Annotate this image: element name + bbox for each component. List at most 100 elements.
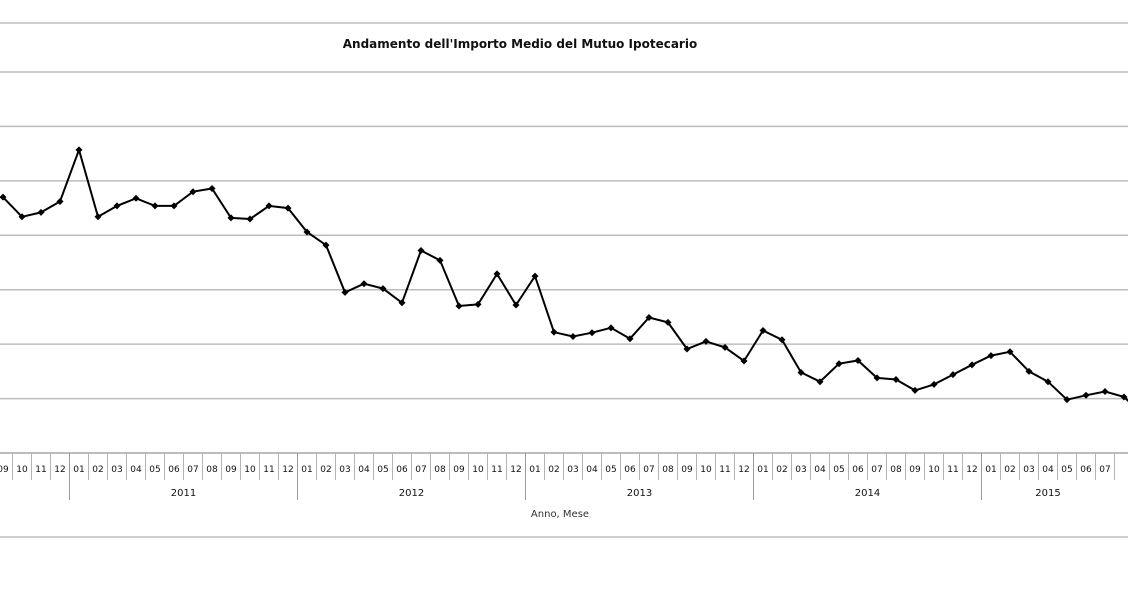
data-point bbox=[0, 193, 7, 201]
data-point bbox=[873, 374, 881, 382]
x-tick-label: 09 bbox=[0, 465, 9, 475]
data-point bbox=[113, 202, 121, 210]
x-tick-label: 01 bbox=[301, 465, 312, 475]
x-tick-label: 03 bbox=[339, 465, 350, 475]
x-tick-label: 05 bbox=[149, 465, 160, 475]
data-point bbox=[56, 198, 64, 206]
data-point bbox=[1063, 396, 1071, 404]
data-point bbox=[797, 368, 805, 376]
data-point bbox=[626, 335, 634, 343]
data-point bbox=[170, 202, 178, 210]
data-point bbox=[702, 337, 710, 345]
x-tick-label: 06 bbox=[396, 465, 408, 475]
x-tick-label: 02 bbox=[548, 465, 559, 475]
x-tick-label: 06 bbox=[852, 465, 864, 475]
x-tick-label: 01 bbox=[985, 465, 996, 475]
data-point bbox=[759, 327, 767, 335]
data-point bbox=[379, 285, 387, 293]
x-tick-label: 09 bbox=[225, 465, 237, 475]
data-point bbox=[550, 328, 558, 336]
data-point bbox=[607, 324, 615, 332]
year-label: 2012 bbox=[399, 488, 424, 499]
x-tick-label: 05 bbox=[377, 465, 388, 475]
data-point bbox=[208, 184, 216, 192]
x-tick-label: 12 bbox=[510, 465, 521, 475]
data-point bbox=[1006, 348, 1014, 356]
data-point bbox=[531, 272, 539, 280]
x-tick-label: 06 bbox=[1080, 465, 1092, 475]
x-tick-label: 04 bbox=[130, 465, 142, 475]
x-tick-label: 02 bbox=[92, 465, 103, 475]
x-tick-label: 07 bbox=[187, 465, 198, 475]
data-point bbox=[341, 288, 349, 296]
x-tick-label: 07 bbox=[871, 465, 882, 475]
x-tick-label: 04 bbox=[814, 465, 826, 475]
x-tick-label: 08 bbox=[434, 465, 446, 475]
series-points bbox=[0, 146, 1128, 404]
x-tick-label: 03 bbox=[111, 465, 122, 475]
x-tick-label: 07 bbox=[643, 465, 654, 475]
x-tick-label: 12 bbox=[966, 465, 977, 475]
data-point bbox=[569, 333, 577, 341]
data-point bbox=[854, 356, 862, 364]
data-point bbox=[740, 357, 748, 365]
data-point bbox=[911, 386, 919, 394]
x-tick-label: 12 bbox=[282, 465, 293, 475]
x-tick-label: 02 bbox=[776, 465, 787, 475]
x-tick-label: 11 bbox=[947, 465, 958, 475]
x-tick-label: 06 bbox=[624, 465, 636, 475]
year-label: 2015 bbox=[1035, 488, 1060, 499]
data-point bbox=[303, 228, 311, 236]
data-point bbox=[284, 204, 292, 212]
data-point bbox=[322, 241, 330, 249]
data-point bbox=[664, 318, 672, 326]
chart-title: Andamento dell'Importo Medio del Mutuo I… bbox=[343, 37, 697, 51]
data-point bbox=[683, 345, 691, 353]
data-point bbox=[512, 301, 520, 309]
x-tick-label: 10 bbox=[244, 465, 256, 475]
x-tick-label: 12 bbox=[54, 465, 65, 475]
x-tick-label: 02 bbox=[320, 465, 331, 475]
x-tick-label: 07 bbox=[415, 465, 426, 475]
data-point bbox=[132, 194, 140, 202]
year-label: 2014 bbox=[855, 488, 880, 499]
x-tick-label: 04 bbox=[586, 465, 598, 475]
x-tick-label: 11 bbox=[263, 465, 274, 475]
x-tick-label: 11 bbox=[491, 465, 502, 475]
data-point bbox=[227, 214, 235, 222]
year-label: 2011 bbox=[171, 488, 196, 499]
x-tick-label: 03 bbox=[567, 465, 578, 475]
x-tick-label: 02 bbox=[1004, 465, 1015, 475]
x-tick-label: 10 bbox=[928, 465, 940, 475]
data-point bbox=[246, 215, 254, 223]
x-tick-label: 12 bbox=[738, 465, 749, 475]
x-axis-title: Anno, Mese bbox=[531, 509, 589, 520]
x-tick-label: 11 bbox=[719, 465, 730, 475]
x-tick-label: 08 bbox=[662, 465, 674, 475]
data-point bbox=[588, 329, 596, 337]
data-point bbox=[398, 299, 406, 307]
data-point bbox=[778, 336, 786, 344]
x-tick-label: 09 bbox=[909, 465, 921, 475]
data-point bbox=[1044, 378, 1052, 386]
data-point bbox=[1025, 367, 1033, 375]
data-point bbox=[37, 208, 45, 216]
data-point bbox=[265, 202, 273, 210]
x-tick-label: 04 bbox=[1042, 465, 1054, 475]
x-tick-label: 09 bbox=[453, 465, 465, 475]
data-point bbox=[892, 376, 900, 384]
data-point bbox=[151, 202, 159, 210]
data-point bbox=[436, 256, 444, 264]
data-point bbox=[493, 270, 501, 278]
x-axis: 09 10 11 12 01 02 03 04 05 06 07 08 09 10 11 12 01 02 03 04… bbox=[0, 452, 1128, 500]
x-tick-label: 08 bbox=[890, 465, 902, 475]
data-point bbox=[360, 280, 368, 288]
data-point bbox=[987, 352, 995, 360]
x-tick-label: 01 bbox=[529, 465, 540, 475]
data-point bbox=[1082, 391, 1090, 399]
data-point bbox=[645, 313, 653, 321]
x-tick-label: 03 bbox=[1023, 465, 1034, 475]
data-point bbox=[930, 380, 938, 388]
gridlines bbox=[0, 22, 1128, 538]
